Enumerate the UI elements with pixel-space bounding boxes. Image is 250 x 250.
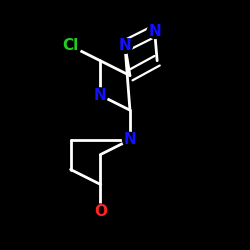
Circle shape	[93, 88, 108, 103]
Text: N: N	[119, 38, 132, 54]
Text: N: N	[124, 132, 136, 147]
Circle shape	[147, 24, 162, 38]
Circle shape	[118, 38, 132, 53]
Text: N: N	[94, 88, 107, 103]
Text: O: O	[94, 204, 107, 219]
Circle shape	[93, 204, 108, 219]
Circle shape	[122, 132, 137, 147]
Text: N: N	[148, 24, 161, 38]
Circle shape	[60, 36, 81, 56]
Text: Cl: Cl	[62, 38, 79, 54]
